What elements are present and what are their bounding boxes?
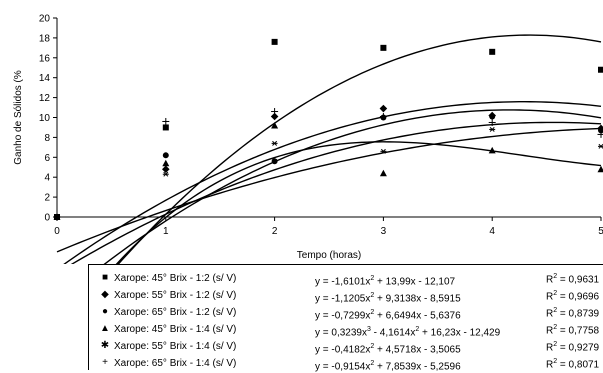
legend-entry: ✱Xarope: 55° Brix - 1:4 (s/ V) y = -0,418… [89, 339, 603, 356]
r2-text: = 0,7758 [557, 325, 599, 336]
data-point-triangle [162, 160, 169, 167]
data-points [53, 39, 603, 221]
r-squared-value: R2 = 0,8739 [546, 307, 599, 319]
trendline [57, 35, 601, 264]
data-point-square [598, 67, 603, 73]
equation-text: + 9,3138x - 8,5915 [374, 293, 460, 304]
data-point-square [163, 124, 169, 130]
legend-marker-diamond: ◆ [98, 289, 112, 300]
legend-entry: +Xarope: 65° Brix - 1:4 (s/ V) y = -0,915… [89, 356, 603, 373]
r-squared-value: R2 = 0,9279 [546, 341, 599, 353]
r2-text: = 0,9279 [557, 342, 599, 353]
equation-text: y = -0,4182x [315, 344, 370, 355]
data-point-circle [489, 114, 495, 120]
legend-label: Xarope: 45° Brix - 1:2 (s/ V) [114, 273, 236, 284]
data-point-square [489, 49, 495, 55]
legend-label: Xarope: 55° Brix - 1:4 (s/ V) [114, 341, 236, 352]
r-squared-value: R2 = 0,9631 [546, 273, 599, 285]
equation-text: y = -0,9154x [315, 361, 370, 372]
legend-entry: ▲Xarope: 45° Brix - 1:4 (s/ V) y = 0,3239… [89, 322, 603, 339]
data-point-diamond [162, 165, 170, 173]
legend-marker-triangle: ▲ [98, 323, 112, 334]
trendline-equation: y = -0,4182x2 + 4,5718x - 3,5065 [315, 343, 461, 355]
legend-marker-square: ■ [98, 272, 112, 283]
trendlines [57, 35, 601, 264]
equation-text: + 6,6494x - 5,6376 [374, 310, 460, 321]
equation-text: + 16,23x - 12,429 [419, 327, 500, 338]
data-point-plus [162, 118, 169, 125]
legend-entry: ◆Xarope: 55° Brix - 1:2 (s/ V) y = -1,120… [89, 288, 603, 305]
r2-text: = 0,9631 [557, 274, 599, 285]
y-tick-label: 12 [39, 93, 51, 104]
r2-text: = 0,8739 [557, 308, 599, 319]
x-tick-label: 2 [272, 226, 278, 237]
trendline [57, 142, 601, 264]
y-tick-label: 4 [44, 173, 50, 184]
x-tick-label: 3 [381, 226, 387, 237]
legend-marker-plus: + [98, 357, 112, 368]
data-point-circle [272, 158, 278, 164]
axes [53, 18, 601, 221]
y-tick-label: 18 [39, 33, 51, 44]
equation-text: y = -0,7299x [315, 310, 370, 321]
data-point-square [272, 39, 278, 45]
trendline-equation: y = -0,7299x2 + 6,6494x - 5,6376 [315, 309, 461, 321]
trendline-equation: y = -1,6101x2 + 13,99x - 12,107 [315, 275, 455, 287]
data-point-star [489, 127, 495, 131]
equation-text: + 13,99x - 12,107 [374, 276, 455, 287]
data-point-plus [271, 108, 278, 115]
data-point-diamond [380, 105, 388, 113]
legend-label: Xarope: 65° Brix - 1:4 (s/ V) [114, 358, 236, 369]
y-tick-label: 16 [39, 53, 51, 64]
legend-entry: ■Xarope: 45° Brix - 1:2 (s/ V) y = -1,610… [89, 271, 603, 288]
equation-text: y = 0,3239x [315, 327, 367, 338]
legend-label: Xarope: 65° Brix - 1:2 (s/ V) [114, 307, 236, 318]
legend-label: Xarope: 45° Brix - 1:4 (s/ V) [114, 324, 236, 335]
equation-text: + 7,8539x - 5,2596 [374, 361, 460, 372]
y-tick-label: 0 [44, 213, 50, 224]
x-tick-label: 1 [163, 226, 169, 237]
trendline-equation: y = -0,9154x2 + 7,8539x - 5,2596 [315, 360, 461, 372]
data-point-triangle [598, 166, 603, 173]
x-tick-label: 0 [54, 226, 60, 237]
data-point-square [380, 45, 386, 51]
trendline-equation: y = 0,3239x3 - 4,1614x2 + 16,23x - 12,42… [315, 326, 500, 338]
legend-marker-star: ✱ [98, 340, 112, 351]
y-tick-label: 10 [39, 113, 51, 124]
r2-text: = 0,8071 [557, 359, 599, 370]
x-tick-label: 4 [489, 226, 495, 237]
data-point-triangle [380, 170, 387, 177]
y-axis-title: Ganho de Sólidos (% [13, 70, 24, 165]
x-tick-label: 5 [598, 226, 603, 237]
y-tick-label: 2 [44, 193, 50, 204]
equation-text: - 4,1614x [371, 327, 415, 338]
legend-label: Xarope: 55° Brix - 1:2 (s/ V) [114, 290, 236, 301]
data-point-star [272, 141, 278, 145]
legend-entry: ●Xarope: 65° Brix - 1:2 (s/ V) y = -0,729… [89, 305, 603, 322]
legend-marker-circle: ● [98, 306, 112, 317]
equation-text: y = -1,1205x [315, 293, 370, 304]
legend: ■Xarope: 45° Brix - 1:2 (s/ V) y = -1,610… [88, 264, 603, 370]
r2-text: = 0,9696 [557, 291, 599, 302]
equation-text: + 4,5718x - 3,5065 [374, 344, 460, 355]
data-point-star [598, 144, 603, 148]
y-tick-label: 14 [39, 73, 51, 84]
x-axis-title: Tempo (horas) [297, 250, 361, 261]
trendline-equation: y = -1,1205x2 + 9,3138x - 8,5915 [315, 292, 461, 304]
equation-text: y = -1,6101x [315, 276, 370, 287]
y-tick-label: 20 [39, 14, 51, 25]
y-tick-label: 6 [44, 153, 50, 164]
r-squared-value: R2 = 0,8071 [546, 358, 599, 370]
trendline [57, 128, 601, 251]
data-point-circle [163, 152, 169, 158]
r-squared-value: R2 = 0,9696 [546, 290, 599, 302]
r-squared-value: R2 = 0,7758 [546, 324, 599, 336]
y-tick-label: 8 [44, 133, 50, 144]
